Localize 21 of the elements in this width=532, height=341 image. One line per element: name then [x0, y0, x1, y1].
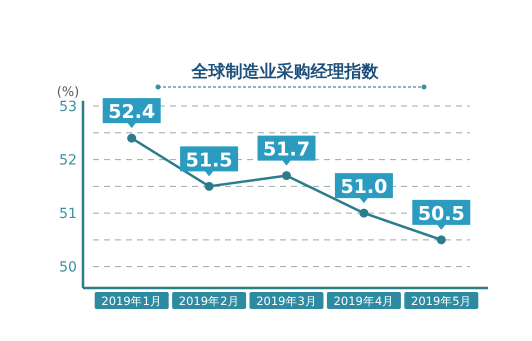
y-tick-label: 51 [59, 206, 77, 222]
point [436, 235, 446, 244]
y-tick-label: 50 [59, 260, 77, 276]
data-label: 52.4 [108, 101, 156, 124]
x-tick-label: 2019年5月 [411, 294, 472, 308]
data-label: 51.7 [263, 138, 310, 161]
y-tick-label: 53 [59, 99, 77, 116]
y-axis-title: (%) [56, 85, 80, 100]
point [282, 171, 291, 180]
x-tick-label: 2019年4月 [334, 294, 394, 308]
point [359, 208, 368, 218]
data-label: 51.0 [340, 176, 388, 198]
x-tick-label: 2019年3月 [256, 294, 317, 308]
x-tick-label: 2019年1月 [101, 294, 162, 308]
y-tick-label: 52 [59, 152, 77, 169]
chart-title: 全球制造业采购经理指数 [190, 62, 380, 82]
point [204, 182, 214, 191]
data-label: 50.5 [418, 202, 465, 225]
data-label: 51.5 [186, 149, 233, 172]
x-tick-label: 2019年2月 [178, 294, 240, 308]
point [127, 134, 136, 143]
